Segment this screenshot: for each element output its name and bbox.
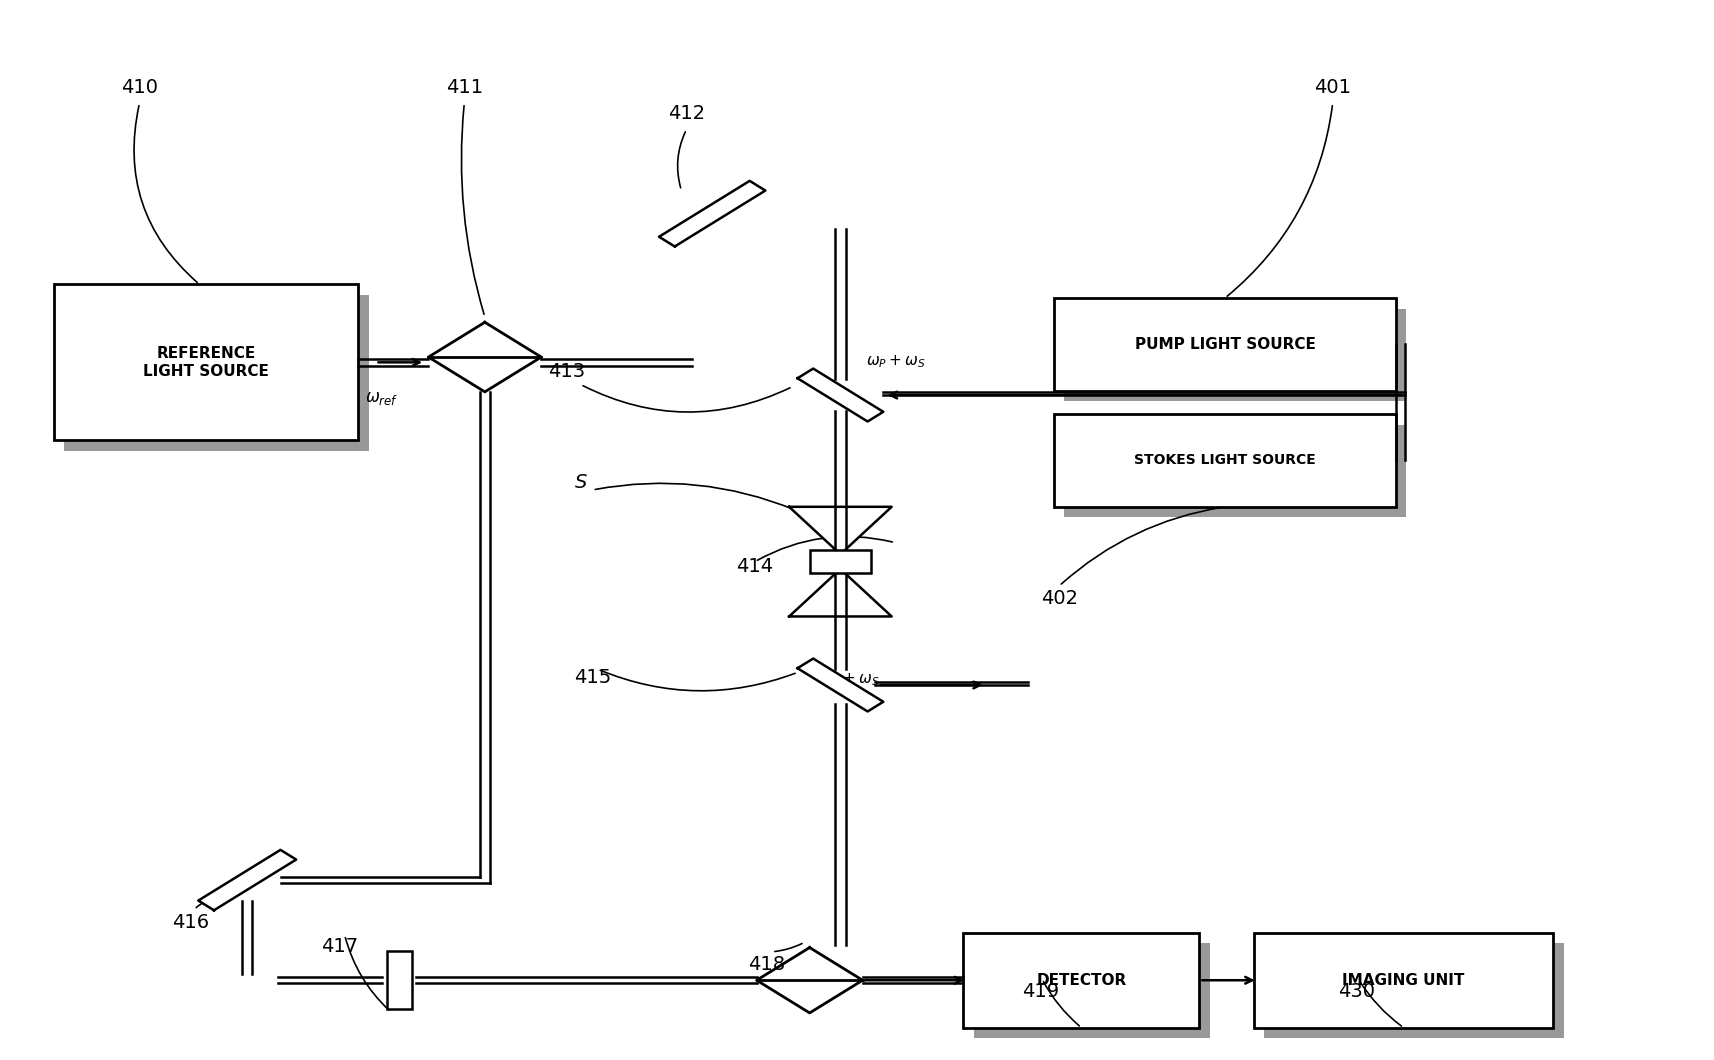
- Polygon shape: [788, 569, 891, 617]
- Text: PUMP LIGHT SOURCE: PUMP LIGHT SOURCE: [1135, 337, 1315, 352]
- Bar: [55, 284, 358, 440]
- Text: $\omega_P + \omega_S$: $\omega_P + \omega_S$: [819, 671, 879, 688]
- Bar: [1253, 933, 1553, 1028]
- Text: 415: 415: [574, 668, 610, 687]
- Polygon shape: [797, 369, 883, 422]
- Polygon shape: [797, 658, 883, 711]
- Polygon shape: [199, 850, 297, 911]
- Bar: [65, 295, 369, 450]
- Text: 412: 412: [668, 104, 704, 123]
- Bar: [809, 550, 871, 573]
- Text: $\omega_P + \omega_S$: $\omega_P + \omega_S$: [866, 353, 926, 370]
- Text: $S$: $S$: [574, 473, 588, 492]
- Bar: [974, 943, 1208, 1038]
- Text: 413: 413: [548, 363, 584, 382]
- Polygon shape: [788, 507, 891, 554]
- Text: 402: 402: [1040, 589, 1076, 608]
- Text: 430: 430: [1337, 983, 1375, 1002]
- Text: 410: 410: [122, 77, 158, 96]
- Polygon shape: [658, 181, 764, 247]
- Text: REFERENCE
LIGHT SOURCE: REFERENCE LIGHT SOURCE: [144, 347, 269, 378]
- Text: DETECTOR: DETECTOR: [1035, 973, 1126, 988]
- Text: 419: 419: [1022, 983, 1058, 1002]
- Bar: [1064, 308, 1405, 402]
- Text: 401: 401: [1313, 77, 1351, 96]
- Bar: [1263, 943, 1563, 1038]
- Bar: [1054, 414, 1395, 507]
- Text: 418: 418: [747, 955, 785, 974]
- Bar: [1064, 425, 1405, 517]
- Text: 411: 411: [446, 77, 483, 96]
- Text: STOKES LIGHT SOURCE: STOKES LIGHT SOURCE: [1133, 454, 1315, 467]
- Bar: [1054, 298, 1395, 391]
- Text: 417: 417: [321, 937, 358, 956]
- Text: $\omega_{ref}$: $\omega_{ref}$: [365, 389, 398, 407]
- Text: IMAGING UNIT: IMAGING UNIT: [1342, 973, 1464, 988]
- Bar: [386, 951, 411, 1009]
- Bar: [963, 933, 1198, 1028]
- Text: 414: 414: [735, 558, 773, 577]
- Text: 416: 416: [171, 913, 209, 932]
